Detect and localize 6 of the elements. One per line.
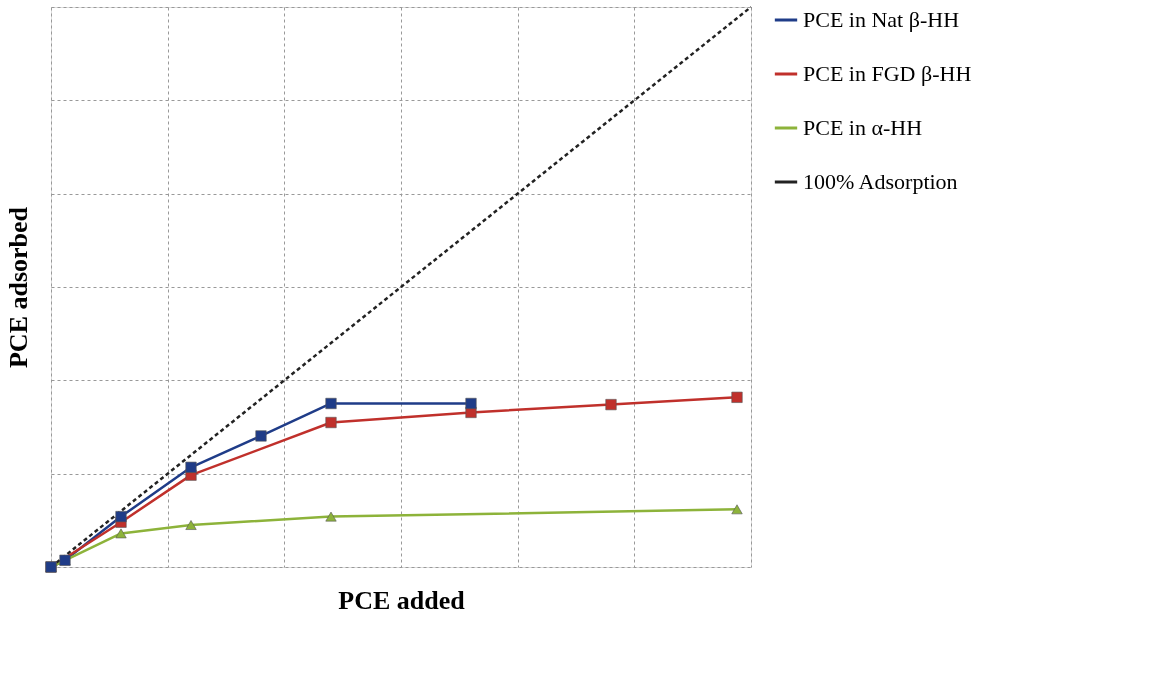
x-axis-title: PCE added xyxy=(338,585,466,615)
legend-label: 100% Adsorption xyxy=(803,169,958,194)
legend-label: PCE in FGD β-HH xyxy=(803,61,972,86)
y-axis-title: PCE adsorbed xyxy=(3,206,33,369)
legend-label: PCE in α-HH xyxy=(803,115,923,140)
legend-label: PCE in Nat β-HH xyxy=(803,7,960,32)
